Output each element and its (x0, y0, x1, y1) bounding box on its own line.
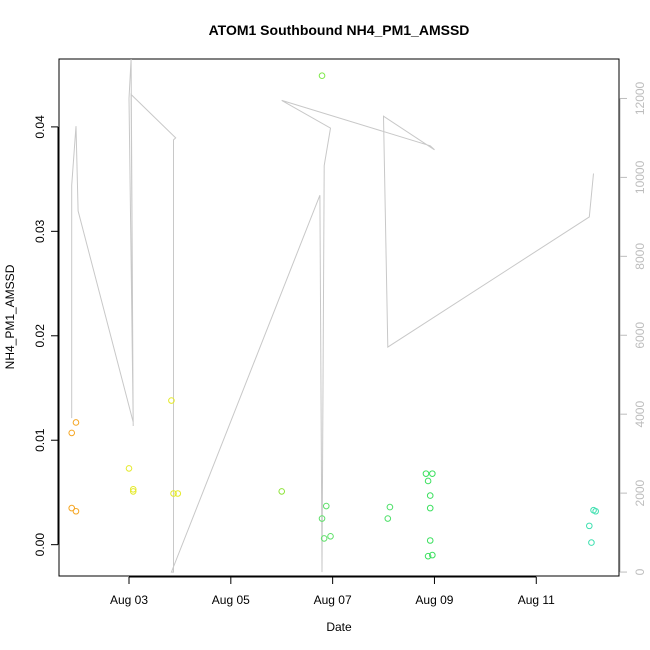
y-tick-label: 0.02 (33, 324, 47, 348)
y-tick-label: 0.03 (33, 219, 47, 243)
x-axis: Aug 03 Aug 05 Aug 07 Aug 09 Aug 11 (110, 576, 555, 607)
data-point (318, 515, 326, 522)
data-point (592, 507, 599, 515)
y2-tick-label: 2000 (633, 479, 647, 506)
data-point (384, 515, 392, 522)
y2-tick-label: 12000 (633, 81, 647, 115)
point-layer (68, 72, 599, 560)
data-point (322, 502, 330, 510)
data-point (429, 551, 436, 559)
x-tick-label: Aug 05 (212, 593, 250, 607)
data-point (174, 490, 182, 497)
data-point (422, 470, 430, 477)
y-tick-label: 0.01 (33, 428, 47, 452)
x-tick-label: Aug 09 (415, 593, 453, 607)
secondary-line-series (71, 58, 594, 573)
data-point (278, 488, 286, 495)
y2-tick-label: 10000 (633, 160, 647, 194)
data-point (426, 537, 434, 544)
line-series-layer (71, 58, 594, 573)
data-point (327, 533, 334, 540)
data-point (429, 470, 436, 477)
data-point (129, 486, 137, 493)
y2-tick-label: 6000 (633, 322, 647, 349)
y2-tick-label: 0 (633, 568, 647, 575)
data-point (72, 507, 80, 515)
secondary-y-axis: 0 2000 4000 6000 8000 10000 12000 (619, 81, 647, 575)
y2-tick-label: 4000 (633, 401, 647, 428)
data-point (320, 535, 328, 542)
x-tick-label: Aug 11 (518, 593, 555, 607)
data-point (426, 504, 434, 512)
data-point (68, 429, 76, 437)
y2-tick-label: 8000 (633, 243, 647, 270)
x-axis-label: Date (326, 620, 352, 634)
data-point (129, 488, 137, 495)
y-axis-label: NH4_PM1_AMSSD (3, 264, 17, 369)
data-point (318, 72, 326, 80)
x-tick-label: Aug 07 (314, 593, 352, 607)
data-point (386, 503, 394, 511)
data-point (426, 492, 434, 499)
data-point (168, 397, 175, 404)
data-point (424, 552, 432, 560)
plot-frame (58, 58, 620, 577)
data-point (586, 522, 593, 530)
data-point (588, 539, 595, 546)
data-point (125, 465, 133, 472)
data-point (424, 477, 432, 485)
x-tick-label: Aug 03 (110, 593, 148, 607)
data-point (68, 504, 76, 512)
y-tick-label: 0.00 (33, 533, 47, 557)
y-axis: 0.00 0.01 0.02 0.03 0.04 (33, 115, 59, 557)
chart-title: ATOM1 Southbound NH4_PM1_AMSSD (209, 22, 470, 38)
data-point (170, 490, 177, 497)
y-tick-label: 0.04 (33, 115, 47, 139)
data-point (72, 419, 80, 426)
